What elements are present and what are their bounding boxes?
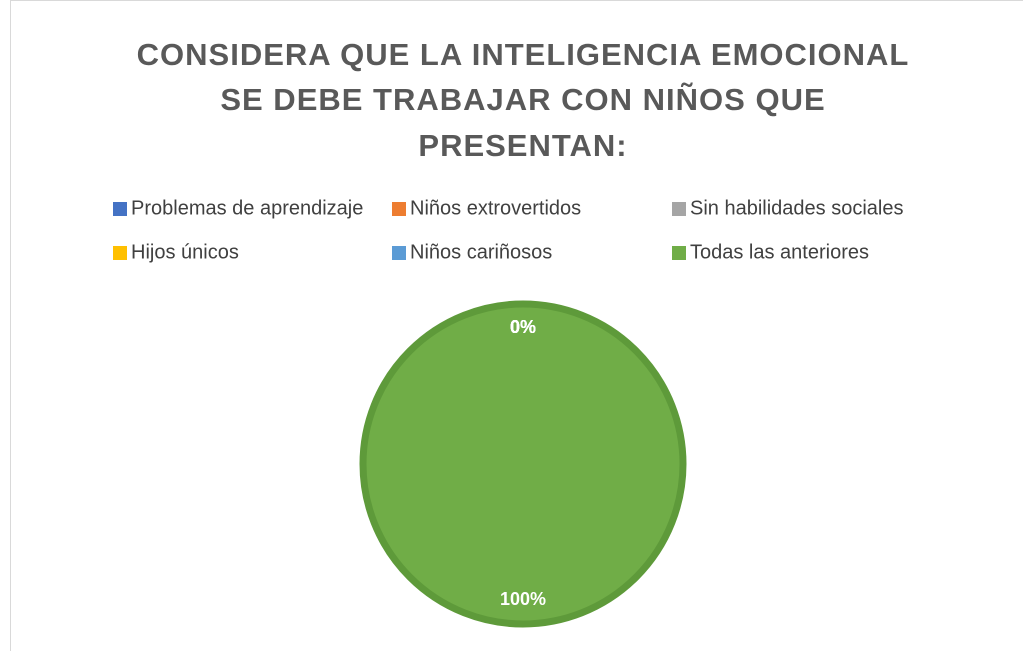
legend-swatch — [113, 202, 127, 216]
data-label: 0% — [510, 317, 536, 337]
data-label: 0% — [510, 317, 536, 337]
legend-label: Hijos únicos — [131, 241, 239, 263]
legend-swatch — [113, 246, 127, 260]
data-label: 0% — [510, 317, 536, 337]
legend-label: Sin habilidades sociales — [690, 197, 903, 219]
legend-swatch — [392, 202, 406, 216]
data-label: 100% — [500, 589, 546, 609]
legend-label: Problemas de aprendizaje — [131, 197, 363, 219]
legend-swatch — [392, 246, 406, 260]
legend-label: Niños extrovertidos — [410, 197, 581, 219]
legend-label: Niños cariñosos — [410, 241, 552, 263]
legend-swatch — [672, 246, 686, 260]
legend-label: Todas las anteriores — [690, 241, 869, 263]
chart-title: SE DEBE TRABAJAR CON NIÑOS QUE — [220, 82, 825, 117]
data-label: 0% — [510, 317, 536, 337]
chart-title: PRESENTAN: — [418, 128, 627, 163]
legend-swatch — [672, 202, 686, 216]
data-label: 0% — [510, 317, 536, 337]
pie-slice — [359, 300, 687, 628]
chart-title: CONSIDERA QUE LA INTELIGENCIA EMOCIONAL — [137, 37, 910, 72]
